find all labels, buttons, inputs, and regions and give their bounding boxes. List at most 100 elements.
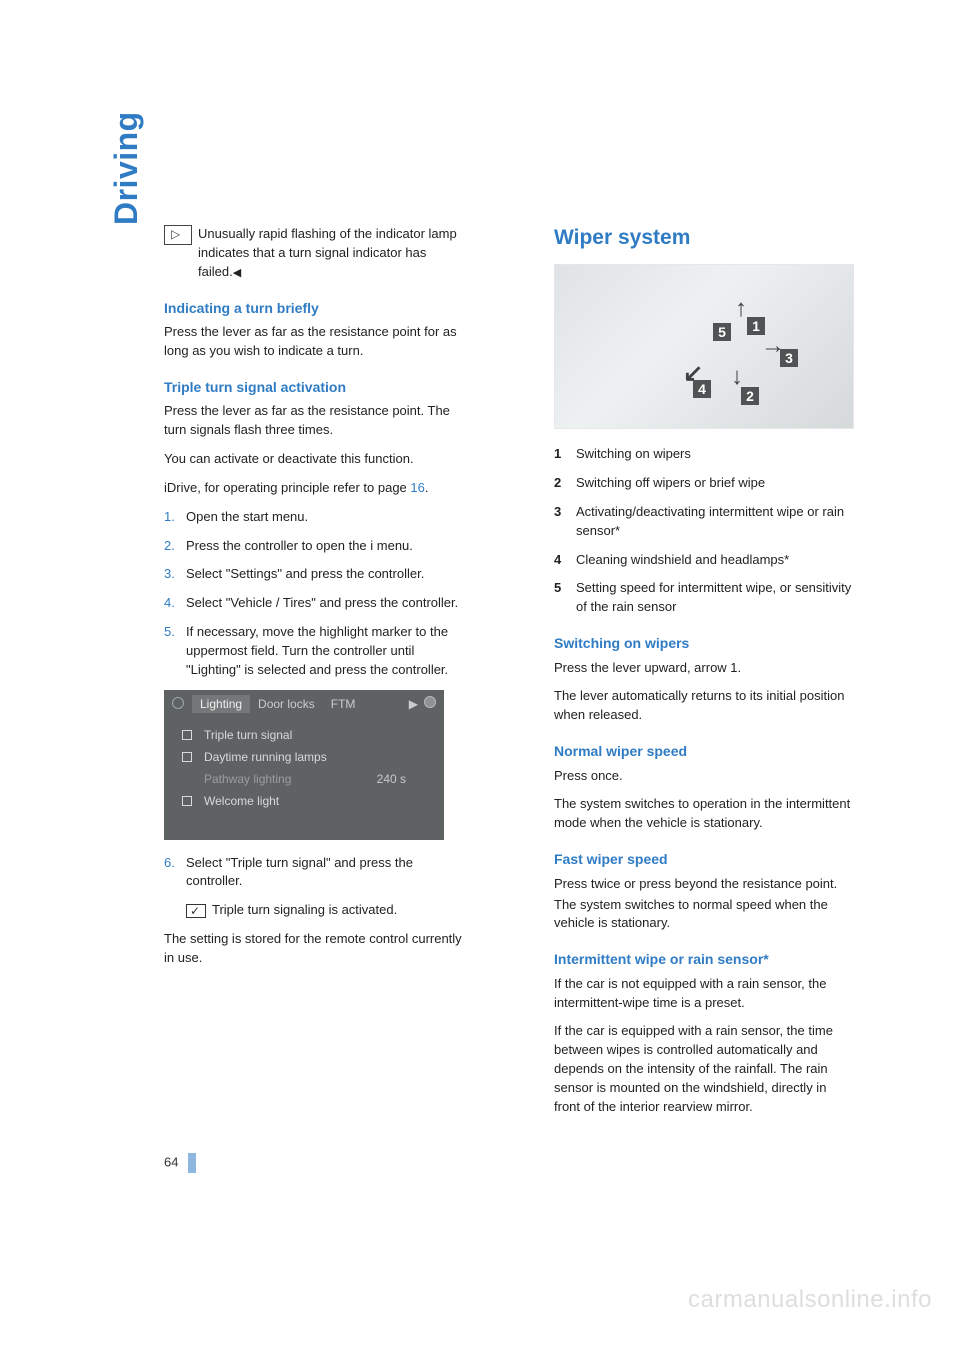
row-value: 240 s [377,772,406,786]
heading-fast-speed: Fast wiper speed [554,851,854,869]
legend-text: Switching on wipers [576,446,691,461]
diagram-label-1: 1 [747,317,765,335]
warning-text: Unusually rapid flashing of the indicato… [198,225,464,282]
nav-arrow-icon: ▶ [409,697,418,711]
step-text: Open the start menu. [186,509,308,524]
legend-item: 5 Setting speed for intermittent wipe, or… [554,579,854,617]
note-icon [164,225,192,245]
legend-text: Activating/deactivating intermittent wip… [576,504,844,538]
page-number-bar [188,1153,196,1173]
tab-lighting: Lighting [192,695,250,713]
legend-num: 1 [554,445,561,464]
legend-num: 5 [554,579,561,598]
checkbox-icon [182,752,192,762]
legend-item: 2 Switching off wipers or brief wipe [554,474,854,493]
stop-marker: ◀ [233,267,241,279]
diagram-label-5: 5 [713,323,731,341]
para-fast-2: The system switches to normal speed when… [554,896,854,934]
screenshot-tabs: Lighting Door locks FTM [164,690,444,718]
step-number: 1. [164,508,175,527]
step-text: Select "Triple turn signal" and press th… [186,855,413,889]
tab-door-locks: Door locks [250,695,323,713]
steps-list: 1. Open the start menu. 2. Press the contr… [164,508,464,680]
section-tab: Driving [108,111,145,225]
heading-triple-turn: Triple turn signal activation [164,379,464,397]
para-fast-1: Press twice or press beyond the resistan… [554,875,854,894]
legend-num: 4 [554,551,561,570]
manual-page: Driving Unusually rapid flashing of the … [0,0,960,1358]
heading-wiper-system: Wiper system [554,225,854,250]
para-normal-2: The system switches to operation in the … [554,795,854,833]
idrive-pre: iDrive, for operating principle refer to… [164,480,410,495]
page-number: 64 [164,1153,196,1173]
diagram-label-4: 4 [693,380,711,398]
legend-item: 1 Switching on wipers [554,445,854,464]
step-number: 3. [164,565,175,584]
diagram-arrow: ↑ [735,295,747,323]
checkbox-icon [182,796,192,806]
legend-text: Setting speed for intermittent wipe, or … [576,580,851,614]
para-normal-1: Press once. [554,767,854,786]
para-int-1: If the car is not equipped with a rain s… [554,975,854,1013]
legend-item: 3 Activating/deactivating intermittent wi… [554,503,854,541]
diagram-label-2: 2 [741,387,759,405]
screenshot-items: Triple turn signal Daytime running lamps… [164,718,444,812]
step-sub-text: Triple turn signaling is activated. [212,902,397,917]
step-item: 5.If necessary, move the highlight marke… [164,623,464,680]
content-area: Unusually rapid flashing of the indicato… [164,225,854,1127]
legend-text: Cleaning windshield and headlamps* [576,552,789,567]
row-label: Pathway lighting [204,772,291,786]
para-switch-on-1: Press the lever upward, arrow 1. [554,659,854,678]
para-triple-1: Press the lever as far as the resistance… [164,402,464,440]
row-label: Daytime running lamps [204,750,327,764]
legend-num: 2 [554,474,561,493]
screenshot-row: Welcome light [164,790,444,812]
switch-on-text: Press the lever upward, arrow 1. [554,660,741,675]
heading-switching-on: Switching on wipers [554,635,854,653]
step-text: Select "Vehicle / Tires" and press the c… [186,595,458,610]
step-number: 6. [164,854,175,873]
step-number: 2. [164,537,175,556]
right-column: Wiper system ↑ ↓ → ↙ 1 2 3 4 5 1 Switchin… [554,225,854,1127]
step-item: 2. Press the controller to open the i men… [164,537,464,556]
legend-num: 3 [554,503,561,522]
para-int-2: If the car is equipped with a rain senso… [554,1022,854,1116]
clock-icon [172,697,184,709]
step-item: 6. Select "Triple turn signal" and press… [164,854,464,921]
left-column: Unusually rapid flashing of the indicato… [164,225,464,978]
row-label: Welcome light [204,794,279,808]
diagram-label-3: 3 [780,349,798,367]
screenshot-row: Daytime running lamps [164,746,444,768]
step-sub: Triple turn signaling is activated. [186,901,464,920]
watermark: carmanualsonline.info [688,1286,932,1314]
step-number: 4. [164,594,175,613]
checkbox-icon [182,730,192,740]
knob-icon [424,696,436,708]
idrive-screenshot: ▶ Lighting Door locks FTM Triple turn si… [164,690,444,840]
step-item: 3. Select "Settings" and press the contro… [164,565,464,584]
wiper-diagram: ↑ ↓ → ↙ 1 2 3 4 5 [554,264,854,429]
screenshot-row: Pathway lighting 240 s [164,768,444,790]
page-number-text: 64 [164,1154,178,1169]
step-item: 1. Open the start menu. [164,508,464,527]
para-switch-on-2: The lever automatically returns to its i… [554,687,854,725]
legend-text: Switching off wipers or brief wipe [576,475,765,490]
check-icon [186,904,206,918]
warning-note: Unusually rapid flashing of the indicato… [164,225,464,282]
para-stored: The setting is stored for the remote con… [164,930,464,968]
para-triple-2: You can activate or deactivate this func… [164,450,464,469]
idrive-page-link[interactable]: 16 [410,480,424,495]
heading-normal-speed: Normal wiper speed [554,743,854,761]
heading-intermittent: Intermittent wipe or rain sensor* [554,951,854,969]
step-text: Press the controller to open the i menu. [186,538,413,553]
para-idrive: iDrive, for operating principle refer to… [164,479,464,498]
heading-indicating-briefly: Indicating a turn briefly [164,300,464,318]
idrive-post: . [425,480,429,495]
legend-item: 4 Cleaning windshield and headlamps* [554,551,854,570]
screenshot-row: Triple turn signal [164,724,444,746]
step-item: 4. Select "Vehicle / Tires" and press the… [164,594,464,613]
diagram-legend: 1 Switching on wipers 2 Switching off wipe… [554,445,854,617]
step-text: If necessary, move the highlight marker … [186,624,448,677]
step-text: Select "Settings" and press the controll… [186,566,424,581]
steps-list-6: 6. Select "Triple turn signal" and press… [164,854,464,921]
